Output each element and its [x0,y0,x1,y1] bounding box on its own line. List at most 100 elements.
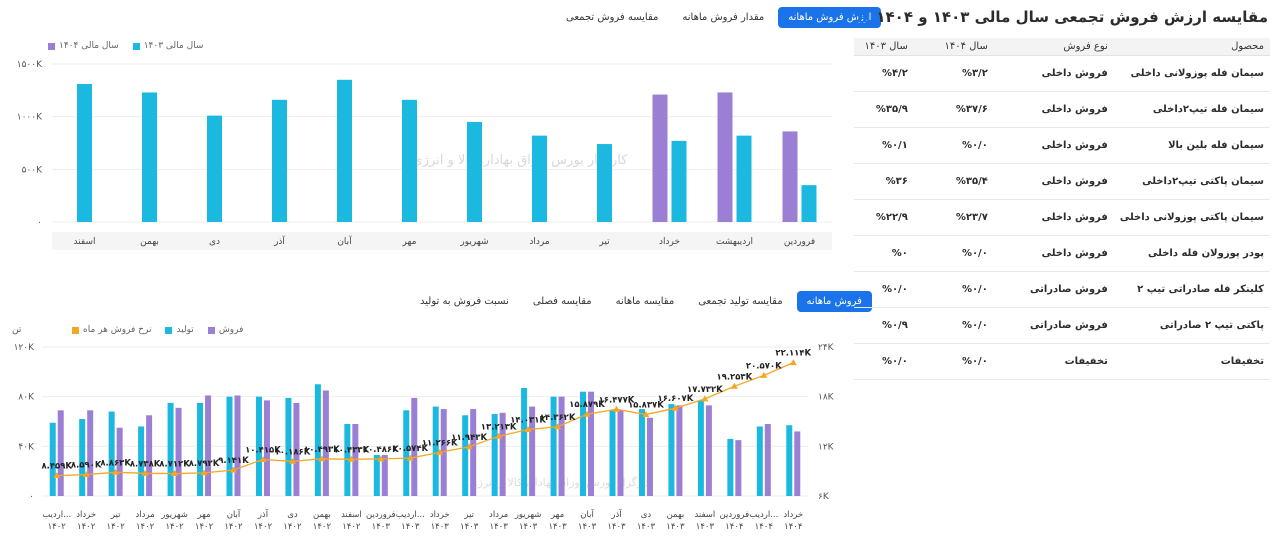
legend-production[interactable]: تولید [165,325,194,335]
bar-production[interactable] [403,410,410,496]
bar-production[interactable] [786,425,793,496]
rate-point[interactable] [82,471,90,478]
bar-sales[interactable] [440,409,447,496]
bar-sales[interactable] [705,405,712,496]
bar-sales[interactable] [57,410,64,496]
rate-point[interactable] [230,466,237,473]
bar-production[interactable] [373,455,380,496]
bar-1403[interactable] [142,92,157,222]
rate-point[interactable] [789,359,797,366]
bar-1403[interactable] [272,99,287,222]
rate-point[interactable] [671,404,679,411]
tab-monthly-comparison[interactable]: مقایسه ماهانه [615,296,675,307]
legend-rate[interactable]: نرخ فروش هر ماه [72,325,151,335]
rate-point[interactable] [171,470,179,477]
bar-production[interactable] [285,397,292,496]
bar-sales[interactable] [322,390,329,496]
bar-sales[interactable] [588,391,595,496]
tab-monthly-sales-quantity[interactable]: مقدار فروش ماهانه [682,12,765,23]
legend-sales[interactable]: فروش [207,325,243,335]
tab-seasonal-comparison[interactable]: مقایسه فصلی [532,296,592,307]
bar-sales[interactable] [352,423,359,496]
bar-sales[interactable] [764,423,771,496]
bar-sales[interactable] [411,397,418,496]
bar-sales[interactable] [735,440,742,496]
bar-production[interactable] [727,438,734,496]
bar-sales[interactable] [205,395,212,496]
bar-1403[interactable] [597,144,612,222]
rate-point[interactable] [642,411,650,418]
rate-point[interactable] [112,468,120,475]
bar-production[interactable] [668,404,675,496]
bar-1403[interactable] [77,84,92,222]
bar-production[interactable] [79,419,86,496]
rate-point[interactable] [701,395,709,402]
export-icon[interactable] [856,10,868,22]
bar-sales[interactable] [646,417,653,496]
bar-sales[interactable] [87,410,94,496]
bar-sales[interactable] [529,406,536,496]
rate-point[interactable] [730,382,738,389]
bar-production[interactable] [609,410,616,496]
rate-point[interactable] [465,443,473,450]
rate-point[interactable] [377,455,385,462]
bar-1404[interactable] [782,131,798,222]
bar-1403[interactable] [736,135,752,222]
rate-point[interactable] [524,426,532,433]
rate-point[interactable] [259,455,267,462]
bar-production[interactable] [314,384,321,496]
bar-production[interactable] [580,391,587,496]
rate-point[interactable] [347,455,355,462]
bar-sales[interactable] [794,431,801,496]
bar-production[interactable] [697,400,704,496]
bar-sales[interactable] [470,409,477,496]
bar-1403[interactable] [801,185,817,222]
rate-point[interactable] [436,448,444,455]
rate-point[interactable] [406,454,414,461]
bar-1404[interactable] [652,94,668,222]
bar-production[interactable] [432,406,439,496]
bar-1403[interactable] [337,79,352,222]
tab-monthly-sales[interactable]: فروش ماهانه [796,291,872,312]
bar-sales[interactable] [175,407,182,496]
bar-production[interactable] [344,423,351,496]
bar-1404[interactable] [717,92,733,222]
rate-point[interactable] [613,405,620,412]
tab-cumulative-sales-comparison[interactable]: مقایسه فروش تجمعی [566,12,659,23]
bar-sales[interactable] [381,455,388,496]
bar-1403[interactable] [207,115,222,222]
bar-production[interactable] [108,411,115,496]
bar-production[interactable] [197,402,204,496]
bar-sales[interactable] [146,415,153,496]
rate-point[interactable] [760,371,768,378]
bar-sales[interactable] [263,400,270,496]
bar-sales[interactable] [116,427,123,496]
rate-point[interactable] [495,432,503,439]
bar-1403[interactable] [532,135,547,222]
bar-1403[interactable] [402,99,417,222]
bar-sales[interactable] [558,396,565,496]
bar-production[interactable] [638,409,645,496]
tab-sales-to-production[interactable]: نسبت فروش به تولید [420,296,509,307]
rate-point[interactable] [200,469,208,476]
rate-point[interactable] [53,472,61,479]
bar-production[interactable] [756,426,763,496]
bar-production[interactable] [167,402,174,496]
legend-1404[interactable]: سال مالی ۱۴۰۴ [48,41,119,51]
bar-production[interactable] [521,387,528,496]
rate-point[interactable] [318,455,326,462]
bar-sales[interactable] [293,402,300,496]
bar-sales[interactable] [617,410,624,496]
bar-sales[interactable] [234,395,241,496]
bar-production[interactable] [550,396,557,496]
bar-production[interactable] [49,422,56,496]
bar-production[interactable] [462,415,469,496]
rate-point[interactable] [288,457,296,464]
bar-production[interactable] [226,396,233,496]
bar-1403[interactable] [671,140,687,222]
rate-point[interactable] [554,423,562,430]
bar-1403[interactable] [467,121,482,222]
tab-monthly-sales-value[interactable]: ارزش فروش ماهانه [778,7,882,28]
bar-production[interactable] [255,396,262,496]
rate-point[interactable] [583,410,591,417]
